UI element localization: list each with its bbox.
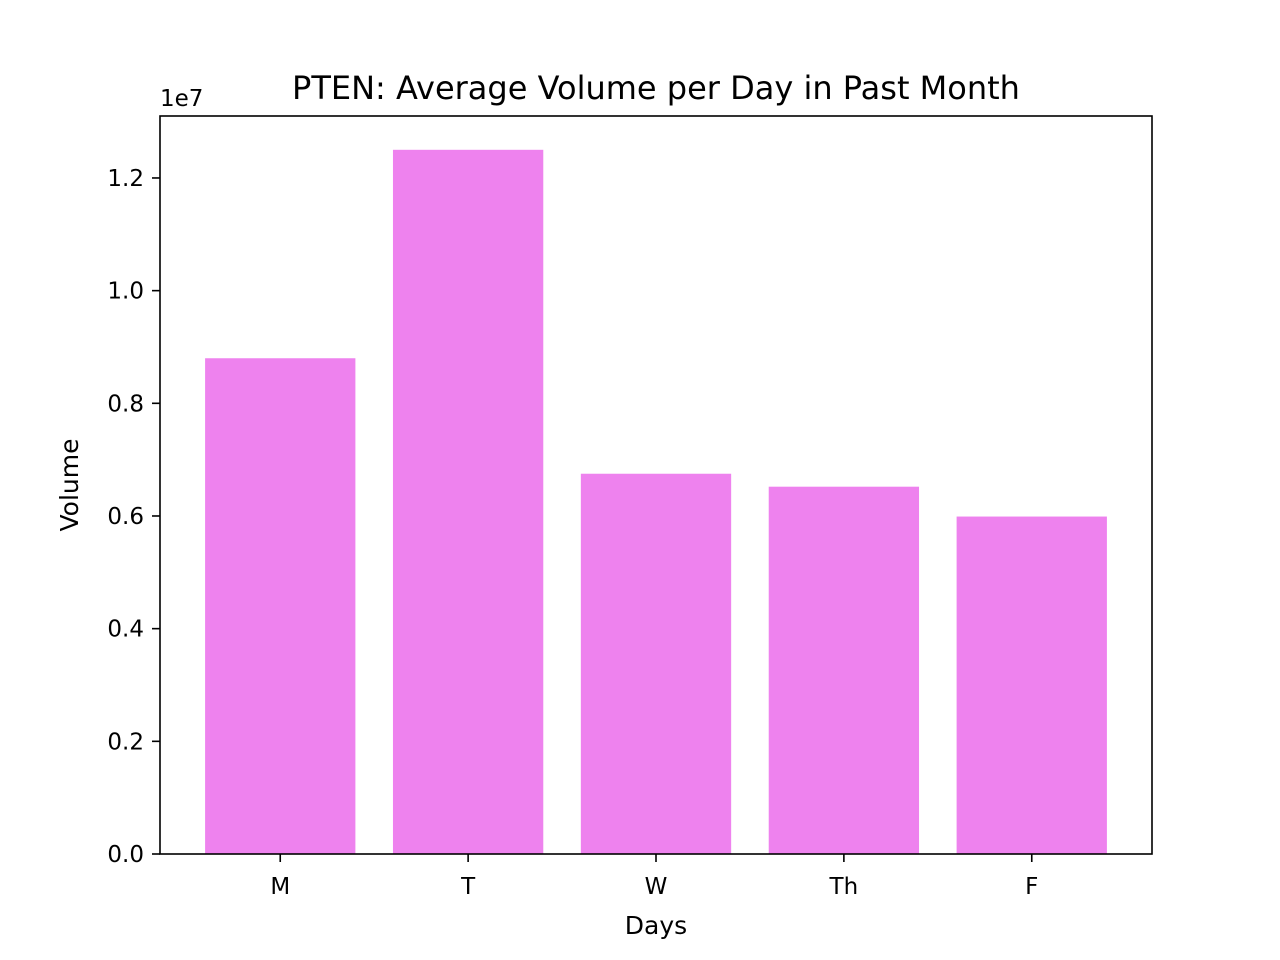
plot-area-frame: [159, 115, 1153, 855]
chart-title: PTEN: Average Volume per Day in Past Mon…: [292, 69, 1020, 107]
x-tick-label-t: T: [460, 874, 476, 900]
y-tick-label: 0.2: [107, 729, 144, 755]
x-ticks-group: M T W Th F: [270, 854, 1038, 900]
bar-w: [580, 473, 732, 854]
y-tick-label: 1.0: [107, 279, 144, 305]
x-axis-label: Days: [625, 911, 687, 940]
y-tick-label: 0.6: [107, 504, 144, 530]
y-tick-label: 0.0: [107, 842, 144, 868]
y-tick-label: 0.4: [107, 617, 144, 643]
y-axis-offset-label: 1e7: [160, 86, 203, 112]
x-tick-label-m: M: [270, 874, 290, 900]
bar-th: [768, 486, 920, 854]
bar-f: [956, 516, 1107, 854]
y-tick-label: 1.2: [107, 166, 144, 192]
bars-group: [205, 149, 1107, 855]
y-axis-label: Volume: [55, 439, 84, 532]
bar-m: [205, 358, 356, 854]
x-tick-label-w: W: [645, 874, 668, 900]
bar-t: [392, 149, 544, 855]
y-tick-label: 0.8: [107, 391, 144, 417]
x-tick-label-th: Th: [829, 874, 859, 900]
x-tick-label-f: F: [1025, 874, 1038, 900]
y-ticks-group: 0.0 0.2 0.4 0.6 0.8 1.0 1.2: [107, 166, 160, 868]
